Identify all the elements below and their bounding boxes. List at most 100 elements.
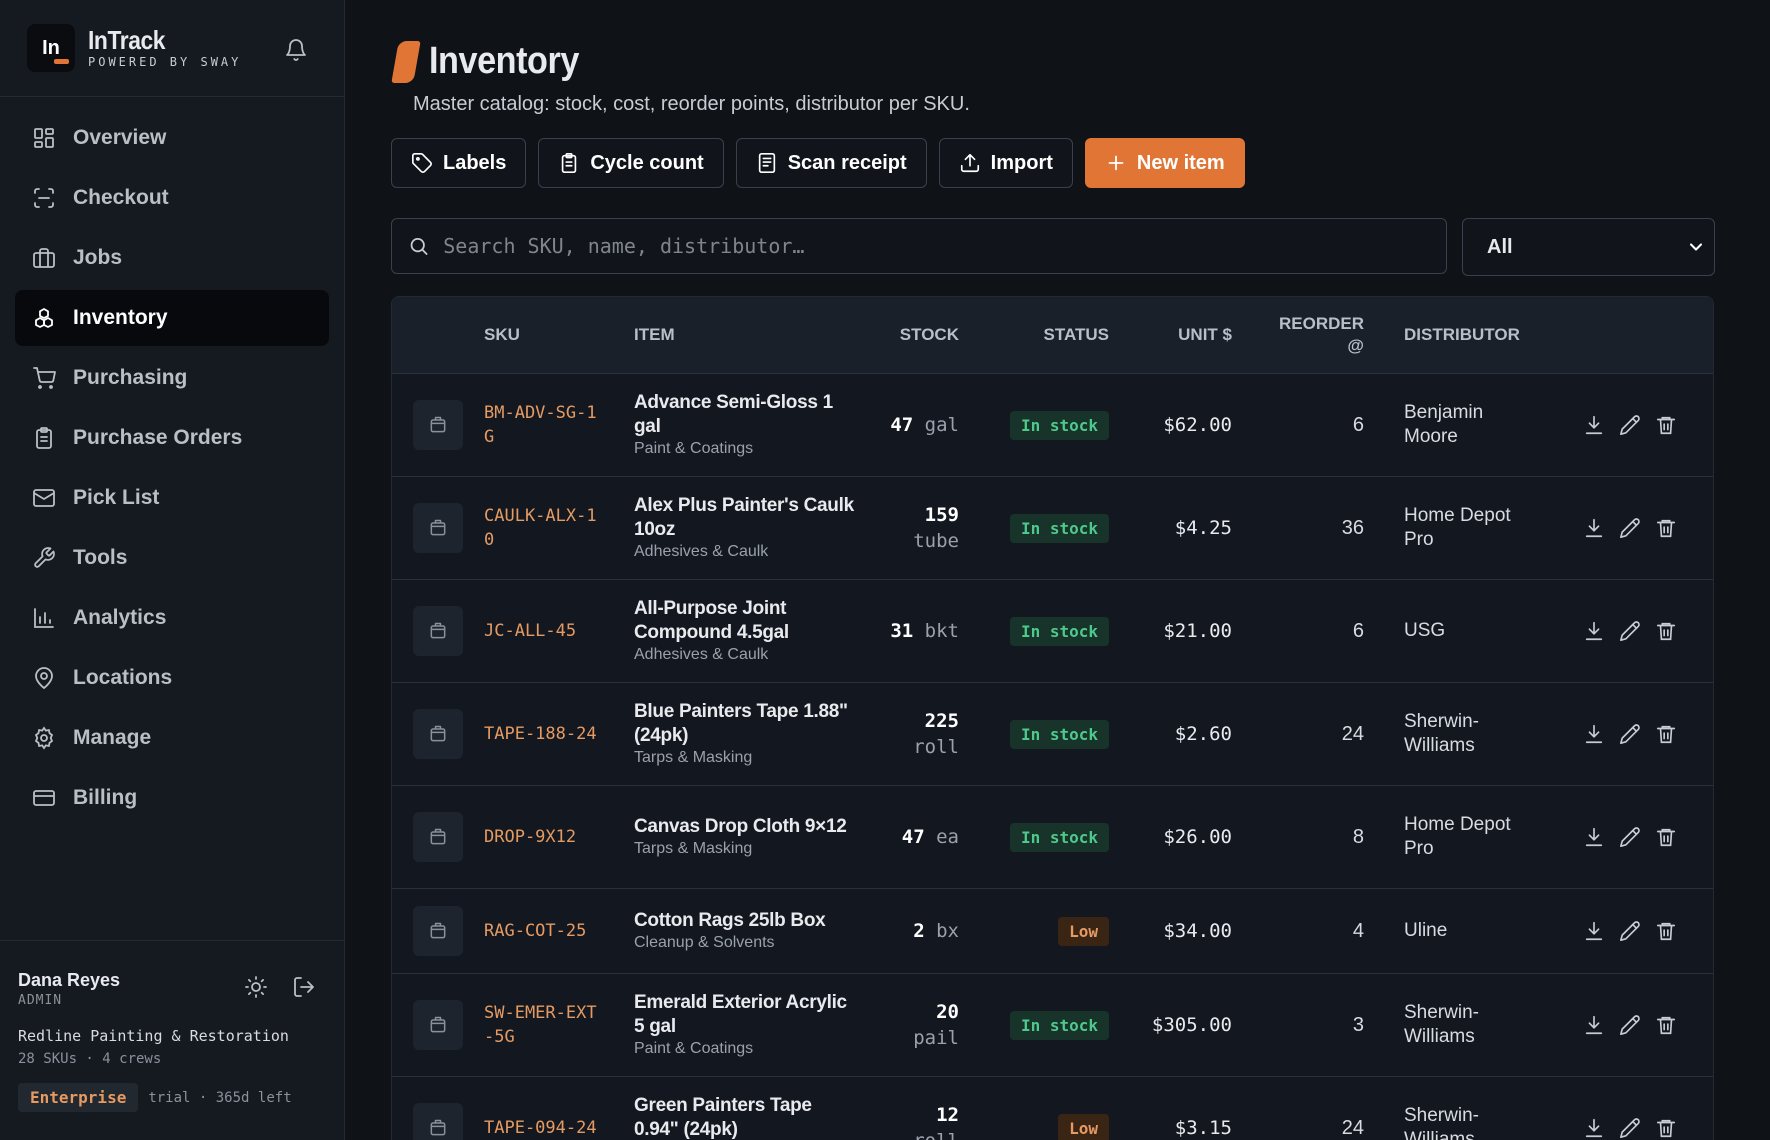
- table-row[interactable]: SW-EMER-EXT-5G Emerald Exterior Acrylic 5…: [392, 974, 1713, 1077]
- edit-icon[interactable]: [1619, 1014, 1641, 1036]
- download-icon[interactable]: [1583, 920, 1605, 942]
- table-row[interactable]: CAULK-ALX-10 Alex Plus Painter's Caulk 10…: [392, 477, 1713, 580]
- item-name[interactable]: Canvas Drop Cloth 9×12: [634, 816, 847, 837]
- item-name[interactable]: Blue Painters Tape 1.88" (24pk): [634, 701, 848, 746]
- unit-price: $2.60: [1174, 723, 1232, 745]
- item-name[interactable]: Advance Semi-Gloss 1 gal: [634, 392, 833, 437]
- stock-qty: 159 tube: [913, 504, 959, 552]
- trash-icon[interactable]: [1655, 620, 1677, 642]
- sku-link[interactable]: RAG-COT-25: [484, 921, 587, 941]
- trash-icon[interactable]: [1655, 723, 1677, 745]
- edit-icon[interactable]: [1619, 620, 1641, 642]
- user-name: Dana Reyes: [18, 970, 121, 990]
- trash-icon[interactable]: [1655, 1014, 1677, 1036]
- col-item[interactable]: ITEM: [634, 325, 675, 344]
- nav-item-purchasing[interactable]: Purchasing: [15, 350, 329, 406]
- nav-item-pick-list[interactable]: Pick List: [15, 470, 329, 526]
- trash-icon[interactable]: [1655, 517, 1677, 539]
- item-name[interactable]: Emerald Exterior Acrylic 5 gal: [634, 992, 847, 1037]
- status-filter-select[interactable]: All: [1462, 218, 1715, 276]
- item-name[interactable]: Cotton Rags 25lb Box: [634, 910, 826, 931]
- col-reorder[interactable]: REORDER @: [1278, 314, 1364, 355]
- import-button[interactable]: Import: [938, 138, 1073, 188]
- edit-icon[interactable]: [1619, 920, 1641, 942]
- sku-link[interactable]: TAPE-094-24: [484, 1118, 597, 1138]
- item-image-placeholder-icon[interactable]: [413, 709, 463, 759]
- col-stock[interactable]: STOCK: [899, 325, 959, 344]
- nav-item-jobs[interactable]: Jobs: [15, 230, 329, 286]
- download-icon[interactable]: [1583, 826, 1605, 848]
- edit-icon[interactable]: [1619, 1117, 1641, 1139]
- scan-receipt-button[interactable]: Scan receipt: [735, 138, 927, 188]
- stock-qty: 47 ea: [901, 826, 959, 848]
- distributor: Benjamin Moore: [1404, 402, 1484, 447]
- nav-item-locations[interactable]: Locations: [15, 650, 329, 706]
- sku-link[interactable]: JC-ALL-45: [484, 621, 577, 641]
- item-image-placeholder-icon[interactable]: [413, 812, 463, 862]
- chevron-down-icon: [1689, 243, 1703, 251]
- sku-link[interactable]: DROP-9X12: [484, 827, 577, 847]
- download-icon[interactable]: [1583, 1117, 1605, 1139]
- edit-icon[interactable]: [1619, 723, 1641, 745]
- user-panel: Dana Reyes ADMIN Redline Painting & Rest…: [0, 940, 344, 1112]
- nav-item-purchase-orders[interactable]: Purchase Orders: [15, 410, 329, 466]
- item-image-placeholder-icon[interactable]: [413, 503, 463, 553]
- nav-item-tools[interactable]: Tools: [15, 530, 329, 586]
- download-icon[interactable]: [1583, 517, 1605, 539]
- nav-item-overview[interactable]: Overview: [15, 110, 329, 166]
- new-item-button[interactable]: New item: [1084, 138, 1245, 188]
- nav-item-checkout[interactable]: Checkout: [15, 170, 329, 226]
- download-icon[interactable]: [1583, 620, 1605, 642]
- col-sku[interactable]: SKU: [484, 325, 520, 344]
- item-name[interactable]: Alex Plus Painter's Caulk 10oz: [634, 495, 854, 540]
- sku-link[interactable]: CAULK-ALX-10: [484, 506, 597, 550]
- download-icon[interactable]: [1583, 1014, 1605, 1036]
- edit-icon[interactable]: [1619, 826, 1641, 848]
- sku-link[interactable]: TAPE-188-24: [484, 724, 597, 744]
- nav-item-manage[interactable]: Manage: [15, 710, 329, 766]
- trash-icon[interactable]: [1655, 414, 1677, 436]
- edit-icon[interactable]: [1619, 517, 1641, 539]
- nav-item-inventory[interactable]: Inventory: [15, 290, 329, 346]
- bell-icon[interactable]: [284, 38, 308, 62]
- unit-price: $62.00: [1163, 414, 1232, 436]
- table-row[interactable]: DROP-9X12 Canvas Drop Cloth 9×12 Tarps & M…: [392, 786, 1713, 889]
- sidebar: In InTrack POWERED BY SWAY Overview Chec…: [0, 0, 345, 1140]
- edit-icon[interactable]: [1619, 414, 1641, 436]
- sku-link[interactable]: SW-EMER-EXT-5G: [484, 1003, 597, 1047]
- table-row[interactable]: RAG-COT-25 Cotton Rags 25lb Box Cleanup & …: [392, 889, 1713, 974]
- unit-price: $4.25: [1174, 517, 1232, 539]
- nav-item-billing[interactable]: Billing: [15, 770, 329, 826]
- item-name[interactable]: Green Painters Tape 0.94" (24pk): [634, 1095, 812, 1140]
- table-row[interactable]: TAPE-188-24 Blue Painters Tape 1.88" (24p…: [392, 683, 1713, 786]
- trash-icon[interactable]: [1655, 826, 1677, 848]
- download-icon[interactable]: [1583, 414, 1605, 436]
- item-image-placeholder-icon[interactable]: [413, 1103, 463, 1140]
- item-image-placeholder-icon[interactable]: [413, 906, 463, 956]
- search-box[interactable]: [391, 218, 1447, 274]
- labels-button[interactable]: Labels: [391, 138, 527, 188]
- item-image-placeholder-icon[interactable]: [413, 400, 463, 450]
- sku-link[interactable]: BM-ADV-SG-1G: [484, 403, 597, 447]
- table-row[interactable]: JC-ALL-45 All-Purpose Joint Compound 4.5g…: [392, 580, 1713, 683]
- col-status[interactable]: STATUS: [1043, 325, 1109, 344]
- cycle-count-button[interactable]: Cycle count: [538, 138, 724, 188]
- download-icon[interactable]: [1583, 723, 1605, 745]
- item-image-placeholder-icon[interactable]: [413, 1000, 463, 1050]
- nav-item-analytics[interactable]: Analytics: [15, 590, 329, 646]
- logout-icon[interactable]: [292, 975, 316, 999]
- col-distributor[interactable]: DISTRIBUTOR: [1404, 325, 1520, 344]
- distributor: Home Depot Pro: [1404, 814, 1511, 859]
- item-name[interactable]: All-Purpose Joint Compound 4.5gal: [634, 598, 789, 643]
- trash-icon[interactable]: [1655, 920, 1677, 942]
- sun-icon[interactable]: [244, 975, 268, 999]
- item-image-placeholder-icon[interactable]: [413, 606, 463, 656]
- table-row[interactable]: TAPE-094-24 Green Painters Tape 0.94" (24…: [392, 1077, 1713, 1140]
- item-category: Adhesives & Caulk: [634, 646, 769, 663]
- trash-icon[interactable]: [1655, 1117, 1677, 1139]
- col-unit-price[interactable]: UNIT $: [1178, 325, 1232, 344]
- table-row[interactable]: BM-ADV-SG-1G Advance Semi-Gloss 1 gal Pain…: [392, 374, 1713, 477]
- search-input[interactable]: [443, 234, 1430, 258]
- reorder-point: 36: [1341, 516, 1364, 539]
- app-logo[interactable]: In: [27, 24, 75, 72]
